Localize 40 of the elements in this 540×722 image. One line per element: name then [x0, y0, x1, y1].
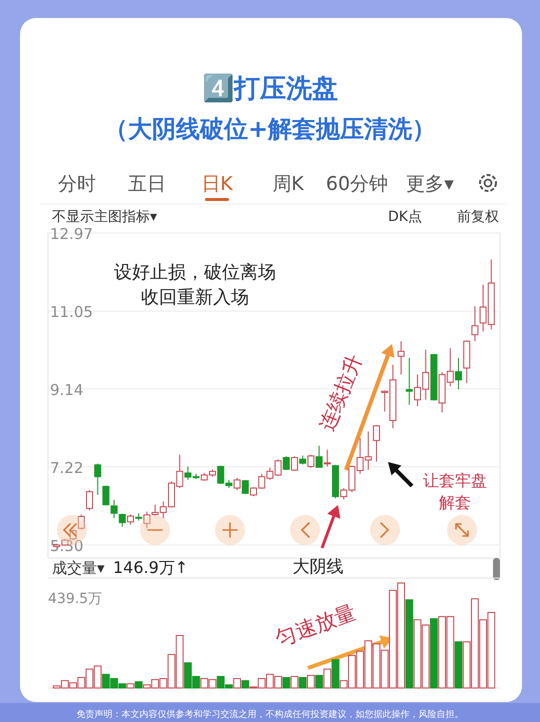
bar: [233, 678, 241, 688]
text: 免责声明：本文内容仅供参考和学习交流之用，不构成任何投资建议，如您据此操作，风险自担。: [76, 709, 464, 720]
bar: [430, 618, 438, 688]
bar: [332, 659, 340, 688]
text: DK点: [388, 209, 422, 225]
text: 更多▾: [406, 173, 454, 195]
bar: [134, 681, 143, 688]
text: 不显示主图指标▾: [52, 209, 158, 225]
annotation: 439.5万: [48, 591, 102, 607]
text: 分时: [58, 173, 96, 195]
chart-title: 4⃣打压洗盘: [202, 73, 338, 104]
annotation: 连续拉升: [314, 350, 367, 434]
bar: [307, 674, 315, 688]
text: 日K: [201, 173, 234, 195]
bar: [126, 683, 134, 688]
annotation: 让套牢盘: [423, 471, 487, 490]
annotation: 设好止损，破位离场: [114, 262, 276, 283]
bar: [282, 677, 290, 688]
text: 周K: [272, 173, 304, 195]
bar: [290, 676, 298, 688]
text: 前复权: [457, 209, 499, 225]
annotation: 匀速放量: [272, 600, 360, 652]
bar: [298, 677, 307, 688]
y-tick-label: 7.22: [50, 458, 84, 477]
annotation: 146.9万↑: [113, 558, 188, 577]
text: 成交量▾: [52, 559, 105, 577]
y-tick-label: 12.97: [50, 225, 93, 243]
y-tick-label: 11.05: [50, 303, 93, 322]
annotation: 大阴线: [292, 557, 344, 577]
text: 60分钟: [326, 173, 388, 195]
annotation: 收回重新入场: [141, 287, 249, 308]
bar: [454, 641, 462, 688]
bar: [405, 599, 414, 688]
bar: [241, 680, 250, 688]
bar: [323, 668, 332, 688]
chart-subtitle: （大阴线破位+解套抛压清洗）: [104, 115, 436, 143]
bar: [315, 674, 323, 688]
annotation: 解套: [439, 493, 471, 512]
y-tick-label: 9.14: [50, 380, 84, 399]
text: 五日: [128, 173, 166, 195]
